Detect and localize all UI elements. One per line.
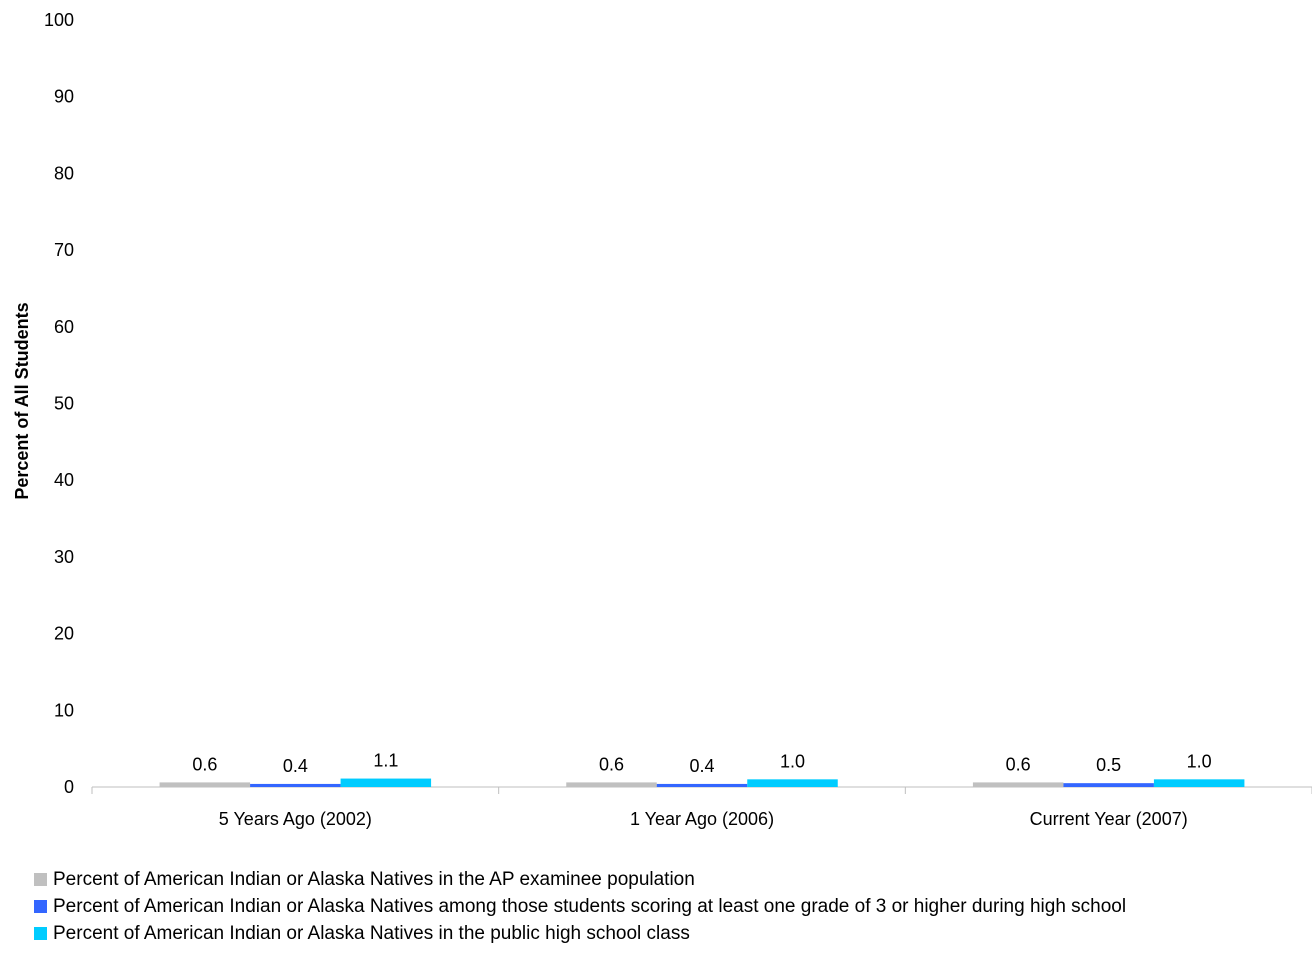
x-category-label: Current Year (2007) bbox=[1030, 809, 1188, 829]
y-tick-label: 70 bbox=[54, 240, 74, 260]
y-tick-label: 30 bbox=[54, 547, 74, 567]
legend-swatch-examinees bbox=[34, 873, 47, 886]
data-label: 1.1 bbox=[373, 751, 398, 771]
data-label: 0.5 bbox=[1096, 755, 1121, 775]
legend-swatch-scoring bbox=[34, 900, 47, 913]
y-tick-label: 10 bbox=[54, 700, 74, 720]
legend-item-scoring: Percent of American Indian or Alaska Nat… bbox=[34, 893, 1126, 920]
bar bbox=[159, 782, 251, 787]
legend-label-examinees: Percent of American Indian or Alaska Nat… bbox=[53, 868, 695, 890]
bar-chart: 0 10 20 30 40 50 60 70 80 90 100 Percent of All St… bbox=[12, 10, 1312, 829]
y-tick-label: 100 bbox=[44, 10, 74, 30]
y-axis-label: Percent of All Students bbox=[12, 302, 32, 499]
data-label: 1.0 bbox=[780, 751, 805, 771]
legend-label-public-class: Percent of American Indian or Alaska Nat… bbox=[53, 922, 690, 944]
data-label: 1.0 bbox=[1187, 751, 1212, 771]
y-tick-label: 80 bbox=[54, 163, 74, 183]
legend-item-public-class: Percent of American Indian or Alaska Nat… bbox=[34, 920, 1126, 947]
y-tick-label: 20 bbox=[54, 624, 74, 644]
data-label: 0.4 bbox=[689, 756, 714, 776]
x-category-label: 1 Year Ago (2006) bbox=[630, 809, 774, 829]
bars bbox=[159, 778, 1245, 787]
bar bbox=[566, 782, 657, 787]
y-axis-ticks: 0 10 20 30 40 50 60 70 80 90 100 bbox=[44, 10, 74, 797]
bar bbox=[656, 783, 748, 787]
bar bbox=[1063, 783, 1154, 787]
data-labels: 0.6 0.4 1.1 0.6 0.4 1.0 0.6 0.5 1.0 bbox=[192, 751, 1211, 776]
legend-item-examinees: Percent of American Indian or Alaska Nat… bbox=[34, 866, 1126, 893]
data-label: 0.6 bbox=[599, 754, 624, 774]
x-axis-category-labels: 5 Years Ago (2002) 1 Year Ago (2006) Curre… bbox=[219, 809, 1188, 829]
bar bbox=[747, 779, 838, 787]
legend: Percent of American Indian or Alaska Nat… bbox=[34, 866, 1126, 947]
legend-label-scoring: Percent of American Indian or Alaska Nat… bbox=[53, 895, 1127, 917]
bar bbox=[972, 782, 1064, 787]
data-label: 0.6 bbox=[1006, 754, 1031, 774]
data-label: 0.6 bbox=[192, 754, 217, 774]
x-category-label: 5 Years Ago (2002) bbox=[219, 809, 372, 829]
x-axis-ticks bbox=[91, 787, 1312, 794]
bar bbox=[340, 778, 432, 787]
bar bbox=[1153, 779, 1245, 787]
y-tick-label: 0 bbox=[64, 777, 74, 797]
y-tick-label: 40 bbox=[54, 470, 74, 490]
legend-swatch-public-class bbox=[34, 927, 47, 940]
y-tick-label: 60 bbox=[54, 317, 74, 337]
data-label: 0.4 bbox=[283, 756, 308, 776]
y-tick-label: 50 bbox=[54, 394, 74, 414]
bar bbox=[250, 783, 341, 787]
y-tick-label: 90 bbox=[54, 87, 74, 107]
